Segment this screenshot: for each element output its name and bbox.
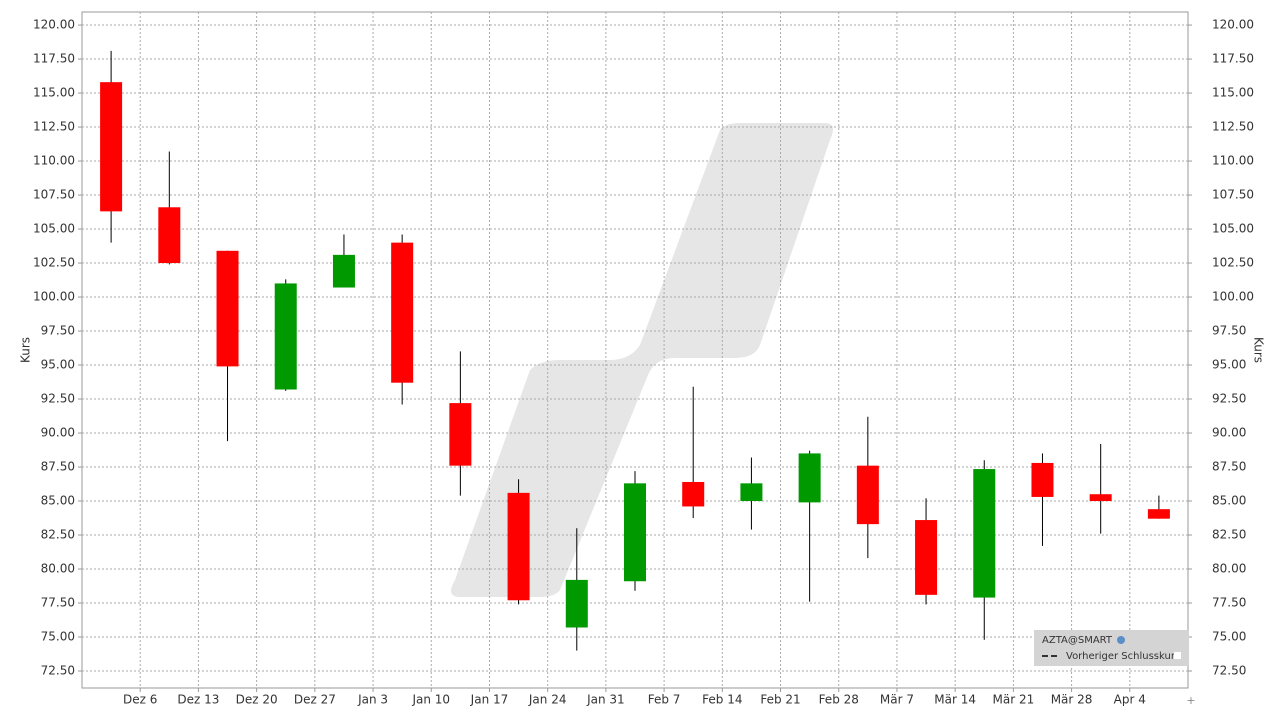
y2-tick-label: 105.00 [1212, 222, 1254, 236]
y2-tick-label: 90.00 [1212, 426, 1246, 440]
y2-tick-label: 87.50 [1212, 460, 1246, 474]
candle-body [449, 403, 472, 466]
candle-body [1147, 509, 1170, 519]
y2-tick-label: 120.00 [1212, 18, 1254, 32]
x-tick-label: Jan 24 [528, 693, 567, 707]
candle-body [216, 250, 239, 367]
x-tick-label: Dez 27 [294, 693, 336, 707]
y2-tick-label: 75.00 [1212, 630, 1246, 644]
y-tick-label: 92.50 [41, 392, 75, 406]
y2-tick-label: 117.50 [1212, 52, 1254, 66]
y2-tick-label: 100.00 [1212, 290, 1254, 304]
y-tick-label: 80.00 [41, 562, 75, 576]
y-tick-label: 85.00 [41, 494, 75, 508]
y2-axis-title: Kurs [1252, 337, 1266, 363]
y-tick-label: 120.00 [33, 18, 75, 32]
y-tick-label: 115.00 [33, 86, 75, 100]
y2-tick-label: 112.50 [1212, 120, 1254, 134]
x-tick-label: Feb 21 [760, 693, 800, 707]
y2-tick-label: 102.50 [1212, 256, 1254, 270]
y-tick-label: 110.00 [33, 154, 75, 168]
candle-body [740, 483, 763, 502]
y2-tick-label: 72.50 [1212, 664, 1246, 678]
y-tick-label: 107.50 [33, 188, 75, 202]
x-tick-label: Feb 14 [702, 693, 742, 707]
x-tick-label: Apr 4 [1114, 693, 1146, 707]
y2-tick-label: 95.00 [1212, 358, 1246, 372]
y-tick-label: 87.50 [41, 460, 75, 474]
plot-frame [81, 11, 1189, 689]
legend-icon [1117, 636, 1125, 644]
x-tick-label: Jan 10 [411, 693, 450, 707]
x-tick-label: Jan 3 [357, 693, 388, 707]
y-tick-label: 90.00 [41, 426, 75, 440]
candle-body [274, 283, 297, 390]
candle-body [1089, 494, 1112, 502]
candle-body [391, 242, 414, 383]
y-tick-label: 97.50 [41, 324, 75, 338]
y-tick-label: 77.50 [41, 596, 75, 610]
candle-body [973, 469, 996, 598]
candle-body [1031, 462, 1054, 497]
x-tick-label: Mär 7 [880, 693, 914, 707]
y2-tick-label: 85.00 [1212, 494, 1246, 508]
candle-body [100, 82, 123, 212]
candle-body [158, 207, 181, 264]
y2-tick-label: 115.00 [1212, 86, 1254, 100]
scroll-icon[interactable]: + [1186, 694, 1195, 707]
y-tick-label: 75.00 [41, 630, 75, 644]
y-tick-label: 82.50 [41, 528, 75, 542]
candle-body [856, 465, 879, 525]
legend: AZTA@SMART Vorheriger Schlusskurs [1034, 630, 1189, 666]
candle-body [682, 481, 705, 507]
legend-label: Vorheriger Schlusskurs [1066, 651, 1180, 662]
candle-body [915, 520, 938, 595]
x-tick-label: Dez 13 [177, 693, 219, 707]
watermark [451, 123, 834, 597]
y-axis-title: Kurs [19, 337, 33, 363]
candle-body [565, 579, 588, 628]
x-tick-label: Dez 20 [236, 693, 278, 707]
candle-body [624, 483, 646, 582]
x-tick-label: Mär 28 [1051, 693, 1093, 707]
y2-tick-label: 77.50 [1212, 596, 1246, 610]
candle-body [507, 492, 530, 601]
x-tick-label: Dez 6 [123, 693, 157, 707]
y-tick-label: 95.00 [41, 358, 75, 372]
x-tick-label: Feb 7 [648, 693, 681, 707]
x-tick-label: Feb 28 [819, 693, 859, 707]
candle-body [332, 254, 355, 288]
legend-box [1034, 630, 1189, 666]
x-tick-label: Mär 21 [993, 693, 1035, 707]
y2-tick-label: 80.00 [1212, 562, 1246, 576]
y-tick-label: 112.50 [33, 120, 75, 134]
y2-tick-label: 97.50 [1212, 324, 1246, 338]
y-tick-label: 105.00 [33, 222, 75, 236]
y-tick-label: 102.50 [33, 256, 75, 270]
legend-label: AZTA@SMART [1042, 635, 1113, 646]
y-tick-label: 100.00 [33, 290, 75, 304]
y-tick-label: 117.50 [33, 52, 75, 66]
y2-tick-label: 82.50 [1212, 528, 1246, 542]
x-tick-label: Jan 17 [470, 693, 509, 707]
legend-swatch [1174, 652, 1181, 659]
y2-tick-label: 92.50 [1212, 392, 1246, 406]
y2-tick-label: 107.50 [1212, 188, 1254, 202]
y2-tick-label: 110.00 [1212, 154, 1254, 168]
candle-body [798, 453, 821, 503]
y-tick-label: 72.50 [41, 664, 75, 678]
x-tick-label: Jan 31 [586, 693, 625, 707]
x-tick-label: Mär 14 [934, 693, 976, 707]
